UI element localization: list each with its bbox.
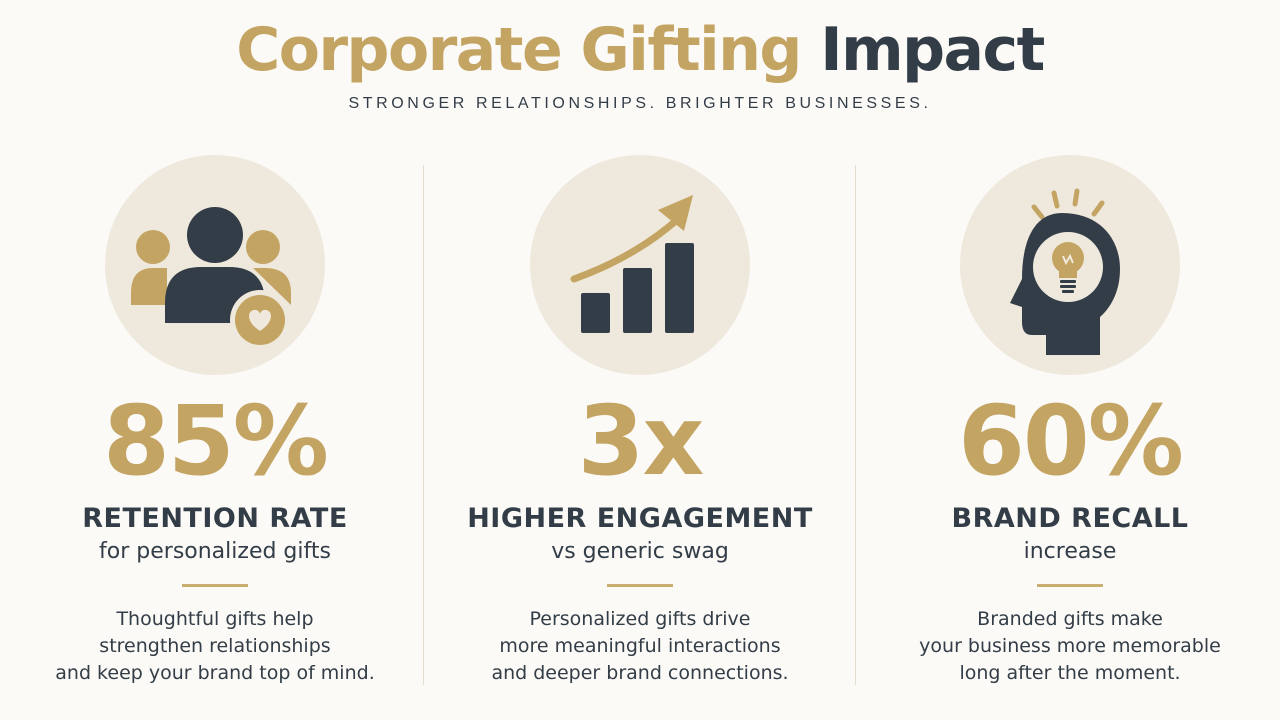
description-line: Personalized gifts drive <box>529 608 751 630</box>
description-line: Thoughtful gifts help <box>116 608 314 630</box>
page-subtitle: STRONGER RELATIONSHIPS. BRIGHTER BUSINES… <box>348 95 932 112</box>
growth-chart-icon <box>530 155 750 375</box>
title-highlight: Corporate Gifting <box>236 15 802 85</box>
stat-card-engagement: 3x HIGHER ENGAGEMENT vs generic swag Per… <box>430 150 850 710</box>
stat-value: 85% <box>103 385 329 497</box>
stat-sublabel: for personalized gifts <box>99 539 331 564</box>
page-title: Corporate Gifting Impact <box>0 14 1280 86</box>
people-heart-icon <box>105 155 325 375</box>
stat-description: Thoughtful gifts help strengthen relatio… <box>5 606 425 687</box>
description-line: strengthen relationships <box>99 635 331 657</box>
column-divider <box>423 165 424 685</box>
stat-value: 60% <box>958 385 1184 497</box>
stat-label: HIGHER ENGAGEMENT <box>467 503 813 534</box>
description-line: long after the moment. <box>959 662 1181 684</box>
description-line: Branded gifts make <box>977 608 1163 630</box>
title-accent: Impact <box>820 15 1045 85</box>
accent-rule <box>182 584 248 587</box>
accent-rule <box>1037 584 1103 587</box>
stat-card-recall: 60% BRAND RECALL increase Branded gifts … <box>860 150 1280 710</box>
description-line: and keep your brand top of mind. <box>55 662 375 684</box>
stat-label: BRAND RECALL <box>951 503 1189 534</box>
stat-value: 3x <box>577 385 705 497</box>
stat-card-retention: 85% RETENTION RATE for personalized gift… <box>5 150 425 710</box>
description-line: more meaningful interactions <box>499 635 781 657</box>
stat-description: Branded gifts make your business more me… <box>860 606 1280 687</box>
accent-rule <box>607 584 673 587</box>
description-line: your business more memorable <box>919 635 1221 657</box>
stat-sublabel: increase <box>1023 539 1117 564</box>
head-lightbulb-icon <box>960 155 1180 375</box>
stat-sublabel: vs generic swag <box>551 539 729 564</box>
column-divider <box>855 165 856 685</box>
stat-description: Personalized gifts drive more meaningful… <box>430 606 850 687</box>
stat-label: RETENTION RATE <box>82 503 348 534</box>
description-line: and deeper brand connections. <box>491 662 789 684</box>
